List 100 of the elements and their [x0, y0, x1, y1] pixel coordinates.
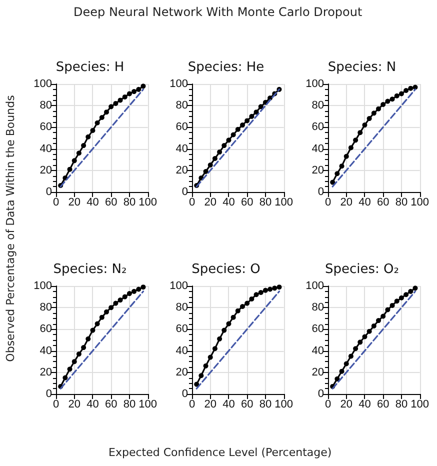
y-tick-label: 0 — [46, 388, 52, 400]
point — [132, 89, 137, 94]
point — [366, 116, 372, 122]
x-tick-label: 80 — [395, 398, 408, 410]
point — [217, 336, 222, 342]
point — [398, 91, 404, 96]
point — [108, 305, 114, 310]
x-tick-label: 100 — [410, 398, 430, 410]
point — [203, 363, 208, 368]
x-tick-label: 40 — [222, 196, 235, 208]
point — [132, 288, 137, 294]
y-tick-label: 80 — [176, 100, 188, 112]
x-tick-label: 100 — [410, 196, 430, 208]
y-tick-label: 0 — [318, 186, 324, 198]
point — [376, 106, 382, 112]
chart-title: Species: H — [56, 60, 124, 75]
x-tick-label: 100 — [138, 196, 158, 208]
point — [353, 346, 358, 352]
y-tick-label: 20 — [176, 366, 188, 378]
point — [249, 114, 254, 119]
y-tick-label: 20 — [312, 366, 324, 378]
point — [412, 286, 418, 291]
x-tick-label: 60 — [240, 196, 254, 208]
chart-title: Species: N₂ — [53, 262, 127, 277]
point — [380, 314, 386, 319]
point — [76, 150, 82, 156]
y-tick-label: 0 — [46, 186, 52, 198]
point — [254, 110, 259, 115]
point — [86, 336, 91, 342]
point — [230, 132, 236, 138]
point — [353, 138, 358, 143]
x-tick-label: 40 — [86, 398, 99, 410]
point — [118, 98, 123, 103]
point — [330, 180, 336, 185]
point — [339, 368, 344, 374]
y-tick-label: 40 — [176, 142, 188, 155]
point — [90, 128, 96, 133]
y-tick-label: 40 — [312, 344, 324, 357]
chart-title: Species: N — [328, 60, 396, 75]
y-tick-label: 40 — [312, 142, 324, 155]
point — [94, 321, 100, 326]
point — [72, 158, 77, 164]
y-tick-label: 20 — [40, 164, 52, 176]
y-tick-label: 60 — [176, 323, 188, 336]
x-tick-label: 100 — [274, 398, 294, 410]
point — [371, 323, 376, 328]
x-tick-label: 20 — [340, 196, 352, 208]
x-tick-label: 60 — [376, 398, 390, 410]
point — [67, 166, 72, 172]
point — [104, 110, 110, 115]
point — [226, 321, 232, 326]
x-tick-label: 80 — [259, 196, 272, 208]
point — [81, 345, 86, 350]
x-axis-title: Expected Confidence Level (Percentage) — [108, 446, 332, 458]
y-tick-label: 100 — [306, 280, 324, 292]
y-tick-label: 40 — [40, 142, 52, 155]
point — [208, 162, 213, 168]
point — [390, 302, 395, 308]
point — [126, 291, 132, 296]
point — [203, 168, 208, 174]
point — [113, 100, 118, 106]
y-tick-label: 0 — [318, 388, 324, 400]
point — [198, 373, 204, 378]
y-tick-label: 100 — [34, 280, 52, 292]
point — [222, 328, 227, 333]
point — [140, 284, 146, 290]
point — [72, 359, 77, 364]
point — [126, 91, 132, 96]
x-tick-label: 80 — [123, 196, 136, 208]
point — [408, 86, 414, 91]
point — [398, 295, 404, 300]
y-tick-label: 80 — [312, 100, 324, 112]
y-tick-label: 60 — [312, 121, 324, 134]
point — [122, 294, 128, 300]
point — [108, 104, 114, 110]
x-tick-label: 40 — [86, 196, 99, 208]
point — [380, 102, 386, 108]
text: Deep Neural Network With Monte Carlo Dropout — [74, 5, 362, 19]
y-tick-label: 100 — [306, 78, 324, 90]
point — [362, 334, 368, 340]
point — [240, 122, 246, 128]
point — [235, 126, 240, 132]
point — [371, 110, 376, 116]
y-tick-label: 0 — [182, 388, 188, 400]
point — [122, 94, 128, 100]
y-tick-label: 20 — [40, 366, 52, 378]
point — [194, 382, 200, 387]
x-tick-label: 80 — [259, 398, 272, 410]
point — [222, 143, 227, 148]
point — [408, 288, 414, 294]
y-tick-label: 60 — [176, 121, 188, 134]
x-tick-label: 60 — [240, 398, 254, 410]
x-tick-label: 60 — [104, 196, 118, 208]
point — [258, 104, 264, 110]
point — [81, 143, 86, 148]
point — [348, 145, 354, 150]
point — [258, 290, 264, 295]
point — [385, 307, 390, 312]
y-tick-label: 100 — [34, 78, 52, 90]
point — [217, 150, 222, 155]
